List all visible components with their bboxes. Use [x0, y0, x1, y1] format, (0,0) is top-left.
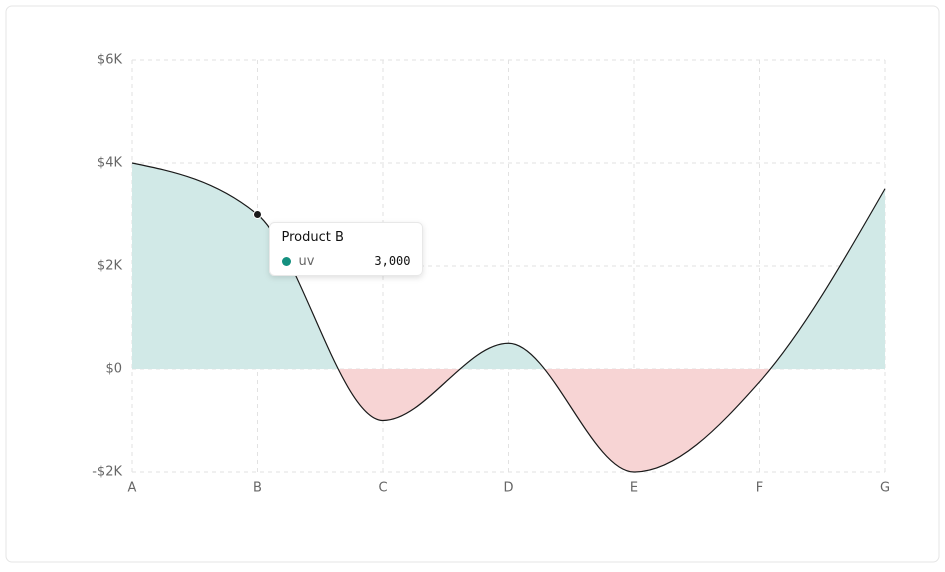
x-tick-label: B	[253, 481, 262, 496]
area-fill	[132, 163, 885, 472]
y-tick-label: -$2K	[92, 465, 122, 480]
tooltip-series-name: uv	[299, 254, 315, 269]
tooltip-swatch	[282, 257, 291, 266]
area-line	[131, 162, 886, 473]
x-tick-label: E	[630, 481, 638, 496]
x-tick-label: C	[378, 481, 387, 496]
x-tick-label: A	[128, 481, 137, 496]
x-tick-label: D	[503, 481, 513, 496]
tooltip-title: Product B	[282, 230, 344, 245]
tooltip-box	[269, 222, 423, 276]
x-tick-label: F	[756, 481, 763, 496]
tooltip-value: 3,000	[374, 254, 410, 268]
y-tick-label: $2K	[97, 259, 123, 274]
x-tick-label: G	[880, 481, 890, 496]
y-tick-label: $4K	[97, 156, 123, 171]
y-tick-label: $6K	[97, 53, 123, 68]
y-tick-label: $0	[105, 362, 122, 377]
active-dot	[253, 210, 262, 219]
